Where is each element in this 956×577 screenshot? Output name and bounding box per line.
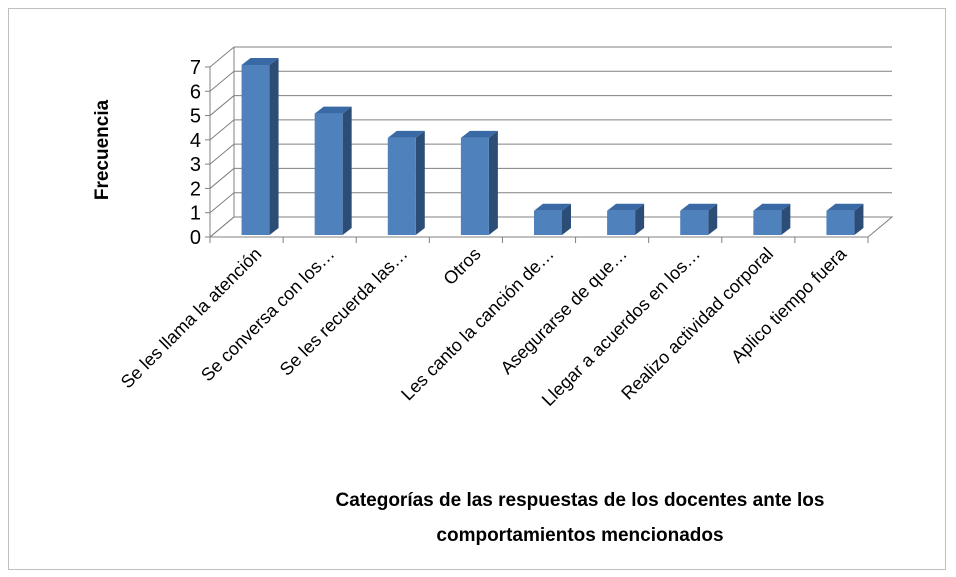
x-tick-label: Se conversa con los… (197, 244, 338, 385)
bar (680, 203, 718, 235)
gridline-wall (209, 119, 235, 141)
bar (314, 106, 352, 235)
y-tick-label: 2 (190, 178, 201, 200)
bar (753, 203, 791, 235)
bars-layer (241, 58, 864, 235)
y-tick-label: 0 (190, 227, 201, 249)
bar-top (680, 203, 718, 211)
x-tick-label: Asegurarse de que… (497, 244, 631, 378)
y-tick-label: 3 (190, 154, 201, 176)
bar-top (607, 203, 645, 211)
y-tick-label: 1 (190, 203, 201, 225)
bar-top (460, 130, 498, 138)
bar-front (387, 137, 416, 235)
bar (241, 58, 279, 235)
gridline-wall (209, 192, 235, 214)
y-tick-label: 6 (190, 81, 201, 103)
bar-front (607, 210, 636, 235)
gridline-wall (209, 95, 235, 116)
bar-side (415, 130, 425, 235)
bar-top (753, 203, 791, 211)
x-axis-title-line-2: comportamientos mencionados (436, 525, 723, 546)
bar-front (241, 65, 270, 235)
x-tick-label: Otros (439, 244, 484, 289)
bar-side (562, 203, 571, 235)
bar-top (534, 203, 571, 211)
gridline-wall (209, 216, 235, 238)
gridline-wall (209, 143, 235, 165)
bar (607, 203, 645, 235)
chart-frame (8, 8, 946, 570)
bar-side (854, 203, 864, 235)
bar-side (708, 203, 718, 235)
bar-top (387, 130, 425, 138)
y-tick-label: 5 (190, 106, 201, 128)
bar-top (826, 203, 864, 211)
bar (460, 130, 498, 235)
bar-front (753, 210, 782, 235)
y-axis-title: Frecuencia (92, 99, 113, 200)
bar-front (314, 113, 343, 235)
y-tick-label: 7 (190, 57, 201, 79)
bar-side (781, 203, 791, 235)
gridline-wall (209, 46, 235, 68)
bar-front (826, 210, 855, 235)
bar-top (241, 58, 279, 65)
gridline-wall (209, 70, 235, 92)
y-tick-label: 4 (190, 130, 201, 152)
bar-front (680, 210, 709, 235)
bar-side (635, 203, 645, 235)
bar (534, 203, 571, 235)
bar-top (314, 106, 352, 114)
bar-front (534, 210, 562, 235)
bar (387, 130, 425, 235)
bar-front (460, 137, 489, 235)
bar-side (342, 106, 352, 235)
bar (826, 203, 864, 235)
x-tick-label: Realizo actividad corporal (617, 244, 777, 404)
bar-side (488, 130, 498, 235)
bar-side (269, 58, 279, 235)
x-tick-label: Se les llama la atención (117, 244, 266, 393)
x-tick-label: Les canto la canción de… (397, 244, 558, 405)
gridline-wall (209, 168, 235, 189)
x-tick-label: Se les recuerda las… (276, 244, 412, 380)
x-axis-title-line-1: Categorías de las respuestas de los doce… (336, 490, 825, 511)
